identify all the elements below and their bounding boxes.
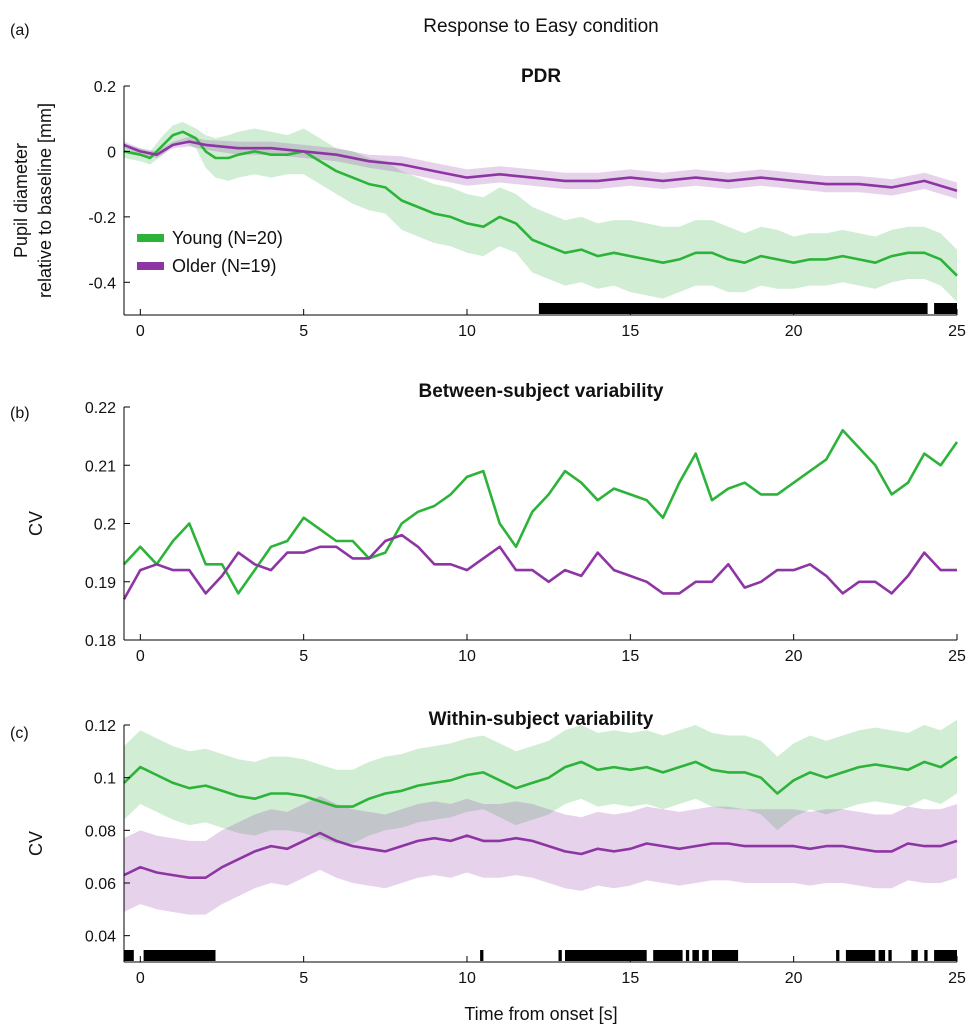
confidence-band-older (124, 796, 957, 915)
series-line-older (123, 831, 958, 880)
x-tick-label: 0 (136, 970, 145, 987)
significance-bar (836, 950, 840, 961)
panel-title: Within-subject variability (429, 709, 654, 730)
significance-bar (124, 950, 134, 961)
panel-title: Between-subject variability (419, 381, 664, 402)
x-tick-label: 0 (136, 648, 145, 665)
y-tick-label: 0.2 (94, 517, 116, 534)
y-tick-label: 0.08 (85, 823, 116, 840)
x-tick-label: 5 (299, 323, 308, 340)
x-tick-label: 10 (458, 970, 476, 987)
significance-bar (143, 950, 216, 961)
panel-label: (a) (10, 22, 30, 39)
significance-bar (692, 950, 699, 961)
y-axis-label: relative to baseline [mm] (35, 103, 55, 298)
x-tick-label: 25 (948, 970, 966, 987)
significance-bar (934, 303, 957, 314)
x-tick-label: 15 (621, 648, 639, 665)
series-line-older (122, 533, 957, 600)
series-line-young (123, 755, 958, 808)
significance-bar (702, 950, 709, 961)
significance-bar (712, 950, 739, 961)
significance-bar (538, 303, 928, 314)
significance-bar (878, 950, 886, 961)
y-axis-label: Pupil diameter (11, 143, 31, 258)
y-tick-label: 0.06 (85, 876, 116, 893)
legend-label: Older (N=19) (172, 256, 277, 276)
significance-bar (888, 950, 892, 961)
x-tick-label: 5 (299, 970, 308, 987)
series-line-young (123, 428, 959, 595)
significance-bar (558, 950, 562, 961)
y-tick-label: -0.2 (88, 210, 116, 227)
confidence-band-young (124, 122, 957, 302)
panel-label: (c) (10, 725, 29, 742)
x-tick-label: 20 (785, 648, 803, 665)
x-tick-label: 5 (299, 648, 308, 665)
y-tick-label: 0.2 (94, 79, 116, 96)
x-tick-label: 15 (621, 970, 639, 987)
legend-swatch-older (137, 262, 164, 270)
panel-c: (c) Within-subject variability 0 5 10 15 20 25 0… (10, 709, 966, 987)
panel-b: (b) Between-subject variability 0 5 10 15 20 25… (10, 381, 966, 665)
x-tick-label: 20 (785, 323, 803, 340)
panel-a: (a) PDR 0 5 10 15 20 25 -0.4 -0.2 0 0.2 Pupil diamet… (10, 22, 966, 340)
series-line-young (123, 130, 958, 277)
confidence-band-older (124, 136, 957, 199)
significance-bar (685, 950, 690, 961)
x-tick-label: 10 (458, 648, 476, 665)
y-axis-label: CV (26, 831, 46, 856)
significance-bar (480, 950, 484, 961)
x-tick-label: 10 (458, 323, 476, 340)
y-tick-label: 0.18 (85, 633, 116, 650)
x-tick-label: 15 (621, 323, 639, 340)
significance-bar (845, 950, 876, 961)
series-line-older (123, 140, 958, 192)
y-axis-label: CV (26, 511, 46, 536)
x-tick-label: 25 (948, 323, 966, 340)
x-axis-label: Time from onset [s] (464, 1004, 617, 1024)
y-tick-label: 0.19 (85, 575, 116, 592)
y-tick-label: 0.21 (85, 458, 116, 475)
figure-suptitle: Response to Easy condition (423, 16, 659, 37)
y-tick-label: 0.22 (85, 400, 116, 417)
significance-bar (924, 950, 928, 961)
significance-bar (911, 950, 918, 961)
x-tick-label: 0 (136, 323, 145, 340)
y-tick-label: 0 (107, 144, 116, 161)
y-tick-label: 0.12 (85, 718, 116, 735)
y-tick-label: 0.1 (94, 771, 116, 788)
legend-swatch-young (137, 234, 164, 242)
x-tick-label: 20 (785, 970, 803, 987)
significance-bar (565, 950, 647, 961)
y-tick-label: 0.04 (85, 929, 116, 946)
x-tick-label: 25 (948, 648, 966, 665)
significance-bar (653, 950, 683, 961)
y-tick-label: -0.4 (88, 275, 116, 292)
legend-label: Young (N=20) (172, 228, 283, 248)
significance-bar (934, 950, 957, 961)
panel-title: PDR (521, 66, 561, 87)
panel-label: (b) (10, 405, 30, 422)
